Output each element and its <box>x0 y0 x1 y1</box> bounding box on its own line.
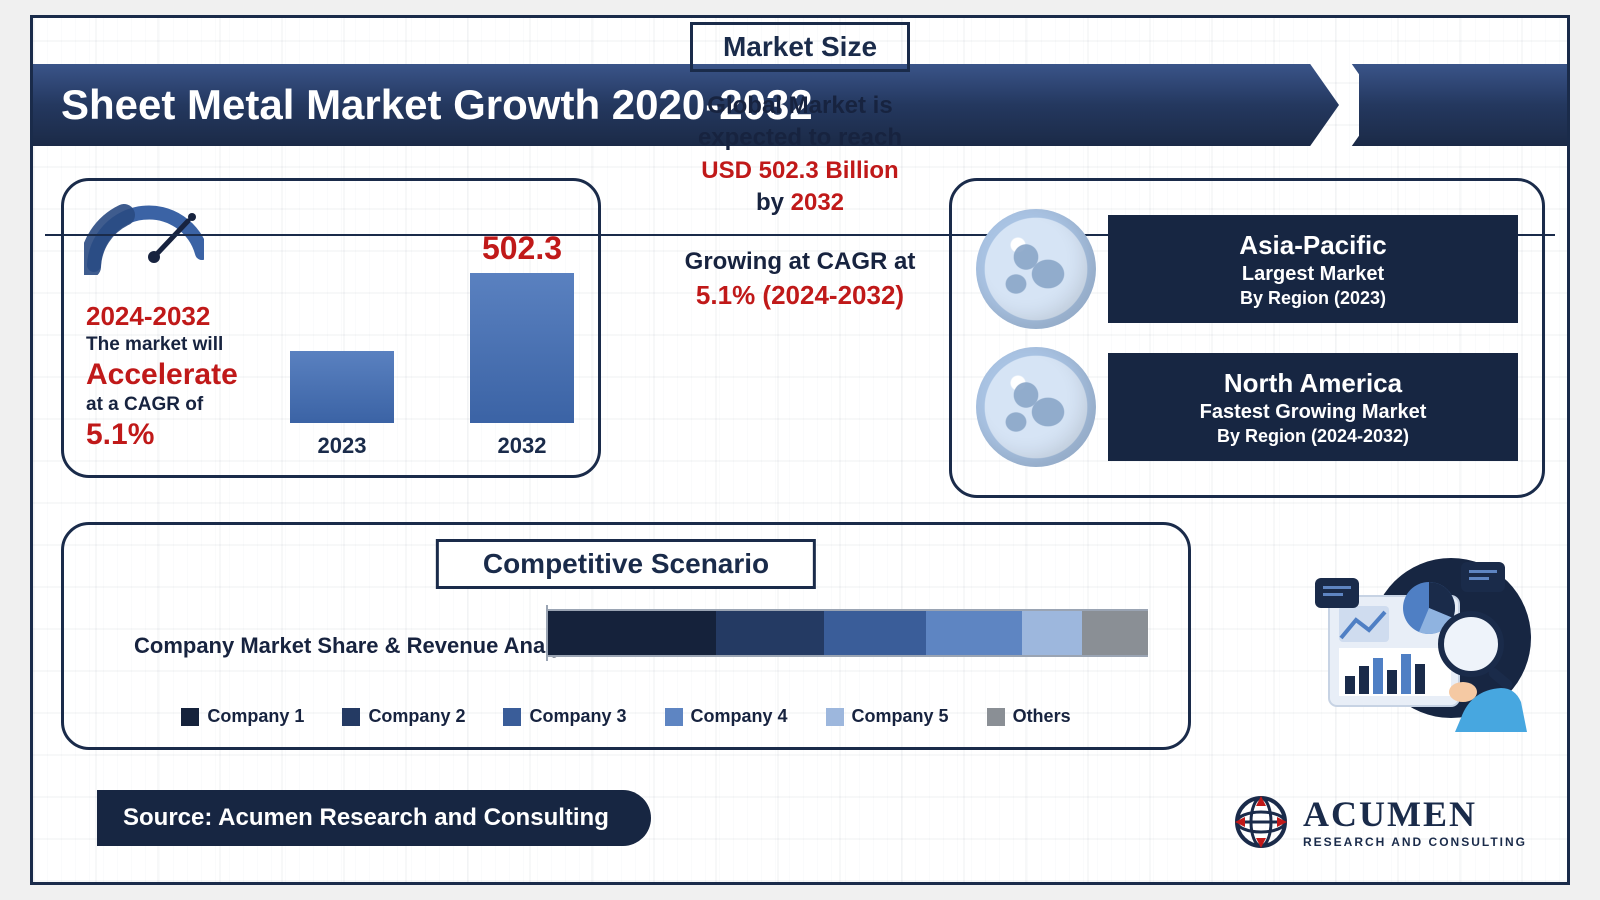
legend-item: Company 2 <box>342 706 465 727</box>
brand-name: ACUMEN <box>1303 796 1527 832</box>
competitive-legend: Company 1 Company 2 Company 3 Company 4 Comp… <box>64 706 1188 727</box>
legend-label: Others <box>1013 706 1071 727</box>
ms-line1: Global Market is <box>33 90 1567 122</box>
infographic-page: Sheet Metal Market Growth 2020-2032 2024… <box>30 15 1570 885</box>
legend-swatch <box>342 708 360 726</box>
brand-logo: ACUMEN RESEARCH AND CONSULTING <box>1231 792 1527 852</box>
legend-swatch <box>665 708 683 726</box>
legend-label: Company 5 <box>852 706 949 727</box>
region-title: North America <box>1224 368 1402 399</box>
ms-line4a: by <box>756 189 791 216</box>
share-segment <box>926 611 1022 655</box>
analytics-illustration-icon <box>1311 548 1531 748</box>
legend-swatch <box>503 708 521 726</box>
legend-label: Company 1 <box>207 706 304 727</box>
market-size-panel: Market Size Global Market is expected to… <box>33 18 353 318</box>
legend-item: Company 4 <box>665 706 788 727</box>
ms-line4b: 2032 <box>791 189 844 216</box>
region-sub: By Region (2023) <box>1240 288 1386 309</box>
legend-item: Company 3 <box>503 706 626 727</box>
region-title: Asia-Pacific <box>1239 230 1386 261</box>
legend-swatch <box>987 708 1005 726</box>
competitive-panel: Competitive Scenario Company Market Shar… <box>61 522 1191 750</box>
legend-item: Others <box>987 706 1071 727</box>
legend-swatch <box>181 708 199 726</box>
competitive-inner: Competitive Scenario Company Market Shar… <box>64 525 1188 747</box>
share-segment <box>716 611 824 655</box>
region-line: Fastest Growing Market <box>1200 401 1427 424</box>
region-row: North AmericaFastest Growing MarketBy Re… <box>976 347 1518 467</box>
legend-item: Company 5 <box>826 706 949 727</box>
legend-label: Company 2 <box>368 706 465 727</box>
market-size-title: Market Size <box>690 22 910 72</box>
competitive-subtitle: Company Market Share & Revenue Analysis <box>134 633 594 659</box>
regions-panel: Asia-PacificLargest MarketBy Region (202… <box>949 178 1545 498</box>
share-segment <box>824 611 926 655</box>
region-box: North AmericaFastest Growing MarketBy Re… <box>1108 353 1518 461</box>
ms-line2: expected to reach <box>33 122 1567 154</box>
brand-sub: RESEARCH AND CONSULTING <box>1303 836 1527 848</box>
legend-label: Company 4 <box>691 706 788 727</box>
region-box: Asia-PacificLargest MarketBy Region (202… <box>1108 215 1518 323</box>
region-line: Largest Market <box>1242 263 1384 286</box>
brand-text: ACUMEN RESEARCH AND CONSULTING <box>1303 796 1527 848</box>
globe-icon <box>976 347 1096 467</box>
source-pill: Source: Acumen Research and Consulting <box>97 790 651 846</box>
legend-item: Company 1 <box>181 706 304 727</box>
market-share-bar <box>548 609 1148 657</box>
globe-icon <box>976 209 1096 329</box>
share-segment <box>1022 611 1082 655</box>
brand-globe-icon <box>1231 792 1291 852</box>
share-segment <box>548 611 716 655</box>
region-sub: By Region (2024-2032) <box>1217 426 1409 447</box>
legend-label: Company 3 <box>529 706 626 727</box>
region-row: Asia-PacificLargest MarketBy Region (202… <box>976 209 1518 329</box>
competitive-title: Competitive Scenario <box>436 539 816 589</box>
regions-inner: Asia-PacificLargest MarketBy Region (202… <box>952 181 1542 495</box>
share-segment <box>1082 611 1148 655</box>
legend-swatch <box>826 708 844 726</box>
